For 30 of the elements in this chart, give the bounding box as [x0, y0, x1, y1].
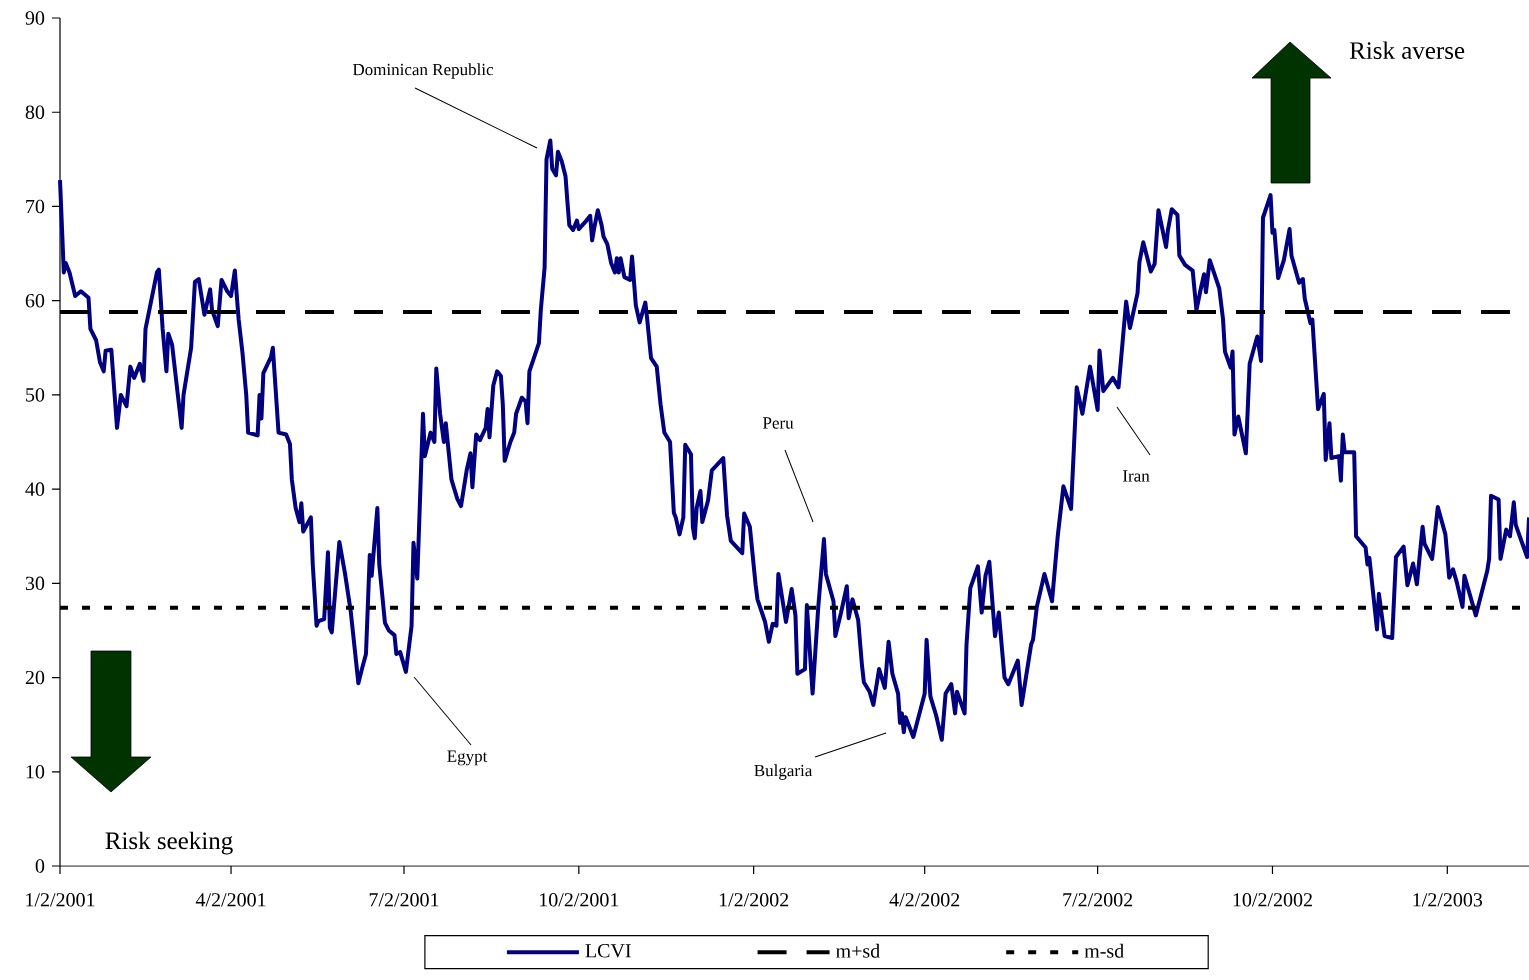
legend-label: LCVI [585, 944, 631, 958]
y-tick-label: 60 [25, 293, 45, 308]
annotation: Egypt [447, 750, 488, 766]
y-tick-label: 30 [25, 576, 45, 591]
x-tick-label: 10/2/2002 [1233, 893, 1312, 907]
y-tick-label: 20 [25, 670, 45, 685]
x-tick-label: 4/2/2001 [195, 893, 266, 907]
y-tick-label: 0 [35, 859, 45, 873]
y-tick-label: 50 [26, 388, 45, 402]
y-tick-label: 40 [25, 482, 45, 496]
x-tick-label: 4/2/2002 [889, 893, 960, 907]
annotation: Dominican Republic [352, 63, 494, 79]
y-tick-label: 70 [26, 199, 45, 214]
x-tick-label: 1/2/2002 [719, 893, 789, 907]
x-tick-label: 1/2/2003 [1413, 893, 1483, 907]
line-series [58, 138, 1529, 742]
y-tick-label: 90 [25, 11, 45, 25]
legend-label: m-sd [1084, 943, 1124, 958]
annotation: Iran [1123, 470, 1150, 482]
annotation: Peru [762, 417, 794, 429]
annotation: Risk averse [1349, 41, 1465, 60]
annotation: Bulgaria [754, 764, 813, 780]
x-tick-label: 10/2/2001 [540, 893, 619, 907]
annotation: Risk seeking [105, 831, 233, 855]
x-tick-label: 7/2/2001 [369, 893, 439, 907]
x-tick-label: 7/2/2002 [1063, 893, 1133, 907]
legend-label: m+sd [835, 943, 880, 958]
y-tick-label: 80 [25, 105, 45, 119]
x-tick-label: 1/2/2001 [26, 893, 95, 907]
y-tick-label: 10 [26, 765, 45, 779]
